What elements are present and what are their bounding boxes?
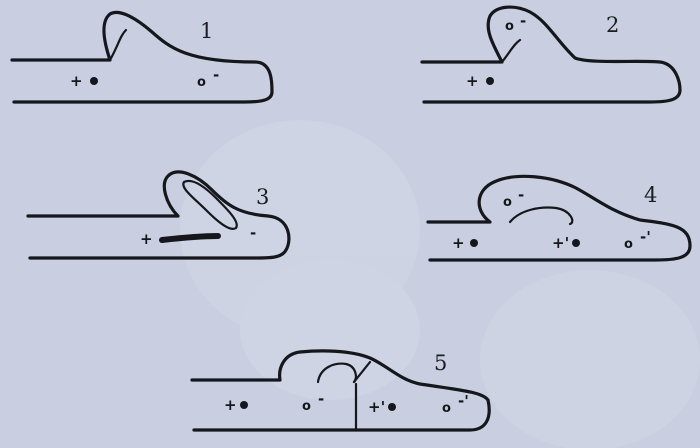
panel-4-ring-prime-label: o	[624, 237, 633, 252]
panel-5-outline	[190, 349, 491, 432]
panel-2-outline	[420, 5, 682, 104]
panel-4-outline	[426, 174, 692, 262]
panel-5-inner-arch	[316, 362, 357, 384]
panel-1-number: 1	[200, 19, 213, 43]
panel-3-bar	[159, 233, 221, 243]
panel-5-divider	[352, 360, 372, 432]
panel-5-plus-prime-dot	[388, 403, 396, 411]
panel-2-plus-label: +	[466, 72, 479, 90]
panel-3-plus-label: +	[140, 230, 153, 248]
panel-4-inner-bud	[508, 206, 574, 226]
panel-3: 3 + -	[26, 170, 291, 260]
panel-1-ring-label: o	[197, 75, 206, 90]
panel-4-plus-dot	[470, 239, 478, 247]
panel-3-minus-label: -	[250, 224, 256, 242]
panel-3-inner-loop	[182, 179, 238, 230]
panel-5-number: 5	[434, 351, 447, 375]
panel-5-minus-prime-label: -'	[458, 392, 469, 410]
panel-1-plus-dot	[90, 77, 98, 85]
panel-3-outline	[26, 170, 291, 260]
panel-1-minus-label: -	[213, 66, 219, 84]
panel-1: 1 + o -	[10, 10, 274, 104]
panel-5-plus-prime-label: +'	[368, 398, 385, 416]
panel-2-minus-label: -	[520, 12, 526, 30]
panel-3-number: 3	[256, 185, 269, 209]
panel-5-plus-label: +	[224, 396, 237, 414]
panel-4-plus-prime-label: +'	[552, 234, 569, 252]
panel-2-plus-dot	[486, 77, 494, 85]
panel-4: 4 o - + +' o -'	[426, 174, 692, 262]
panel-4-plus-prime-dot	[572, 239, 580, 247]
panel-5-plus-dot	[240, 401, 248, 409]
panel-4-number: 4	[644, 183, 657, 207]
panel-2-bud-inner	[500, 38, 522, 64]
panel-2: 2 o - +	[420, 5, 682, 104]
panel-5: 5 + o - +' o -'	[190, 349, 491, 432]
panel-4-minus-label: -	[518, 186, 524, 204]
panel-5-minus-label: -	[318, 390, 324, 408]
panel-1-bud-inner	[108, 28, 128, 62]
panel-2-number: 2	[606, 13, 619, 37]
panel-1-plus-label: +	[70, 72, 83, 90]
panel-4-plus-label: +	[452, 234, 465, 252]
panel-5-ring-prime-label: o	[442, 401, 451, 416]
panel-1-outline	[10, 10, 274, 104]
panel-4-ring-label: o	[503, 195, 512, 210]
panel-5-ring-label: o	[302, 399, 311, 414]
panel-4-minus-prime-label: -'	[640, 228, 651, 246]
panel-2-ring-label: o	[505, 19, 514, 34]
background-cell-texture	[180, 120, 700, 448]
